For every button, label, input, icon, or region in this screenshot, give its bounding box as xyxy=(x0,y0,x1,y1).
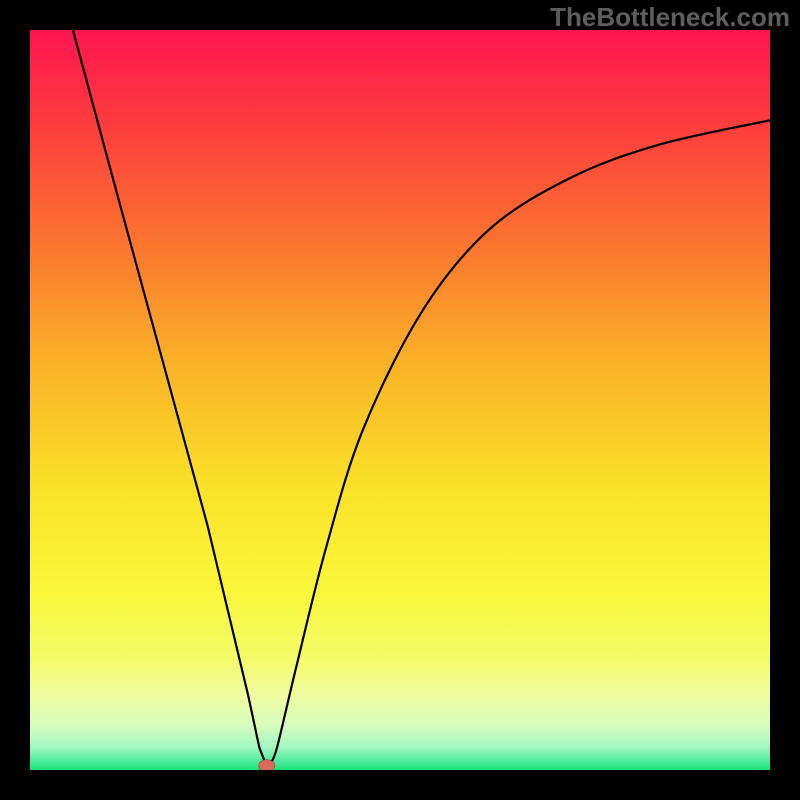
plot-svg xyxy=(30,30,770,770)
outer-frame: TheBottleneck.com xyxy=(0,0,800,800)
plot-background xyxy=(30,30,770,770)
watermark-text: TheBottleneck.com xyxy=(550,2,790,33)
minimum-marker xyxy=(259,760,275,770)
